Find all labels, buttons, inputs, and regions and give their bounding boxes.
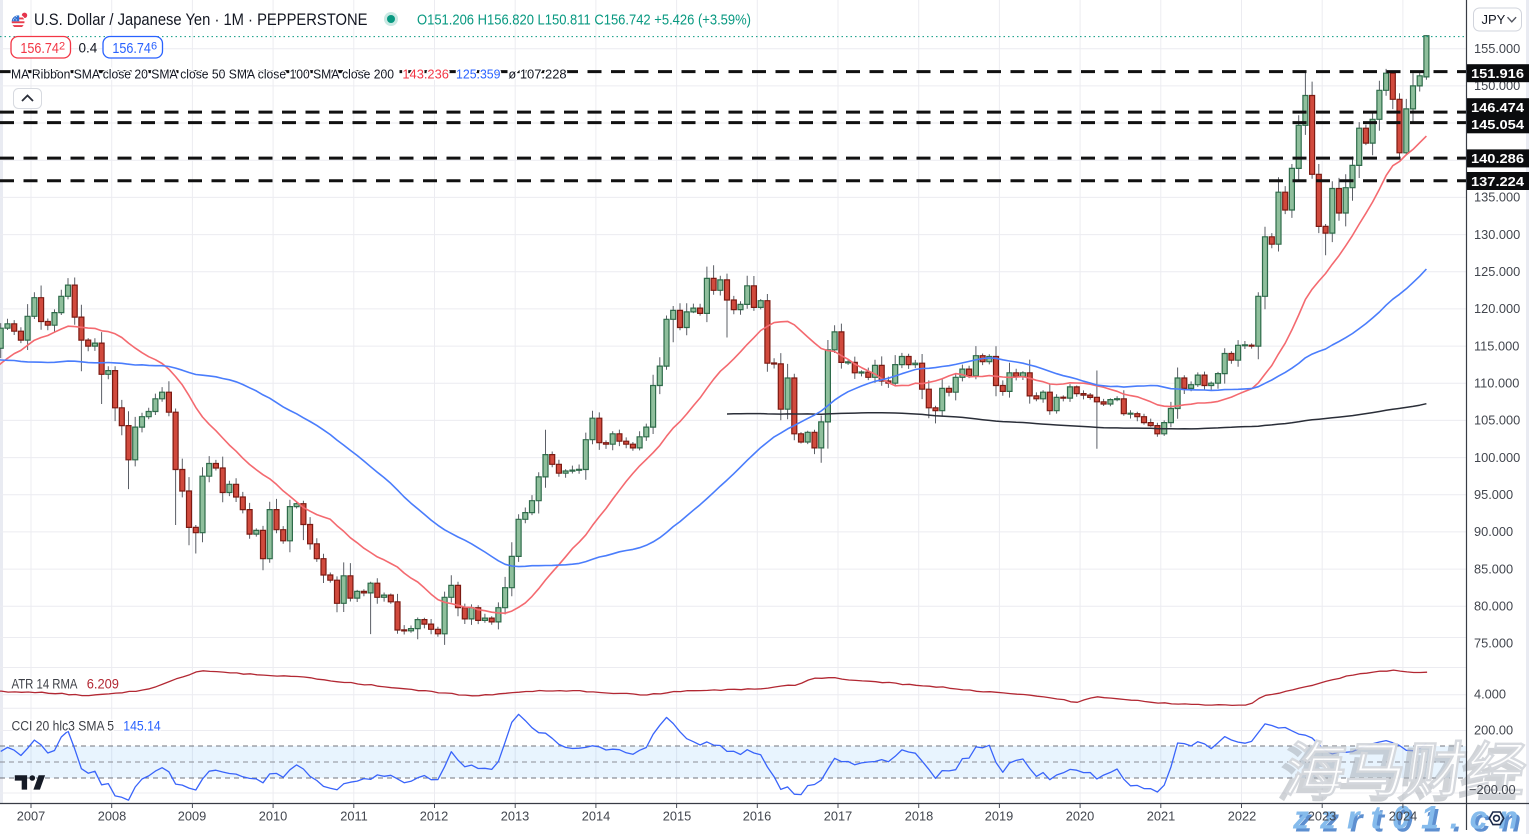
- svg-text:125.359: 125.359: [456, 67, 501, 82]
- svg-text:U.S. Dollar / Japanese Yen · 1: U.S. Dollar / Japanese Yen · 1M · PEPPER…: [34, 11, 368, 29]
- svg-text:120.000: 120.000: [1474, 301, 1520, 316]
- svg-text:2023: 2023: [1308, 809, 1336, 824]
- svg-text:156.74: 156.74: [20, 40, 59, 57]
- svg-text:2013: 2013: [501, 809, 529, 824]
- svg-text:ø 107.228: ø 107.228: [508, 67, 566, 82]
- svg-text:−200.00: −200.00: [1469, 782, 1516, 797]
- svg-text:156.74: 156.74: [112, 40, 150, 57]
- svg-text:151.916: 151.916: [1471, 66, 1524, 81]
- svg-text:0.4: 0.4: [79, 41, 98, 56]
- svg-text:zzrt01.cn: zzrt01.cn: [1295, 803, 1521, 834]
- svg-text:2016: 2016: [743, 809, 771, 824]
- svg-text:2009: 2009: [178, 809, 206, 824]
- svg-text:130.000: 130.000: [1474, 227, 1520, 242]
- svg-text:2022: 2022: [1228, 809, 1256, 824]
- svg-text:2011: 2011: [340, 809, 368, 824]
- svg-text:2014: 2014: [582, 809, 610, 824]
- svg-text:2007: 2007: [17, 809, 45, 824]
- svg-text:146.474: 146.474: [1471, 100, 1525, 115]
- svg-text:115.000: 115.000: [1474, 338, 1519, 353]
- svg-text:JPY: JPY: [1482, 12, 1506, 27]
- svg-text:2012: 2012: [420, 809, 448, 824]
- svg-text:4.000: 4.000: [1474, 687, 1506, 702]
- svg-text:125.000: 125.000: [1474, 264, 1520, 279]
- svg-text:143.236: 143.236: [402, 67, 449, 82]
- svg-text:zzrt01.cn: zzrt01.cn: [1292, 800, 1518, 834]
- svg-text:105.000: 105.000: [1474, 413, 1520, 428]
- svg-text:2019: 2019: [985, 809, 1013, 824]
- svg-text:135.000: 135.000: [1474, 190, 1520, 205]
- svg-text:110.000: 110.000: [1474, 375, 1519, 390]
- svg-text:2021: 2021: [1147, 809, 1175, 824]
- svg-text:75.000: 75.000: [1474, 636, 1513, 651]
- svg-text:6.209: 6.209: [87, 677, 119, 692]
- svg-text:85.000: 85.000: [1474, 561, 1513, 576]
- svg-text:2017: 2017: [824, 809, 852, 824]
- svg-text:ATR 14 RMA: ATR 14 RMA: [12, 677, 78, 692]
- svg-text:2020: 2020: [1066, 809, 1094, 824]
- svg-text:2008: 2008: [98, 809, 126, 824]
- svg-text:155.000: 155.000: [1474, 41, 1520, 56]
- svg-text:2018: 2018: [905, 809, 933, 824]
- svg-text:90.000: 90.000: [1474, 524, 1513, 539]
- svg-text:145.054: 145.054: [1471, 117, 1525, 132]
- svg-text:80.000: 80.000: [1474, 599, 1513, 614]
- svg-text:海马财经: 海马财经: [1274, 741, 1525, 809]
- svg-text:200.00: 200.00: [1474, 723, 1513, 738]
- svg-text:145.14: 145.14: [123, 719, 161, 734]
- svg-text:海马财经: 海马财经: [1281, 736, 1529, 804]
- svg-text:2: 2: [59, 41, 65, 53]
- svg-text:2024: 2024: [1389, 809, 1417, 824]
- svg-text:137.224: 137.224: [1471, 174, 1525, 189]
- svg-text:2015: 2015: [663, 809, 691, 824]
- svg-text:6: 6: [151, 41, 157, 53]
- svg-text:95.000: 95.000: [1474, 487, 1513, 502]
- svg-text:MA Ribbon SMA close 20 SMA clo: MA Ribbon SMA close 20 SMA close 50 SMA …: [11, 67, 394, 82]
- svg-text:O151.206 H156.820 L150.811 C15: O151.206 H156.820 L150.811 C156.742 +5.4…: [417, 12, 751, 29]
- svg-text:2010: 2010: [259, 809, 287, 824]
- svg-text:100.000: 100.000: [1474, 450, 1520, 465]
- svg-text:140.286: 140.286: [1471, 151, 1524, 166]
- svg-text:CCI 20 hlc3 SMA 5: CCI 20 hlc3 SMA 5: [12, 719, 115, 734]
